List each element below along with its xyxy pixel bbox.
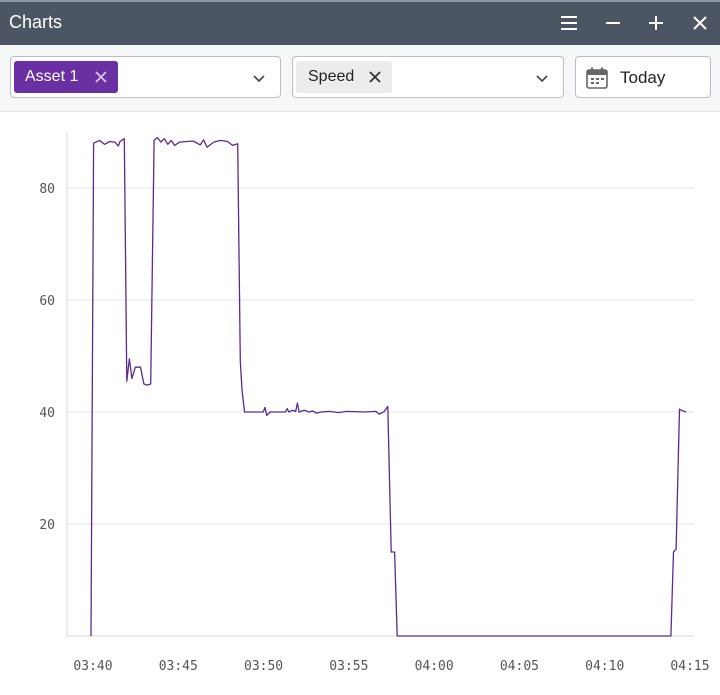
toolbar: Asset 1 Speed: [0, 45, 720, 112]
calendar-icon: [586, 67, 608, 89]
asset-chip-label: Asset 1: [25, 68, 79, 85]
y-tick-label: 80: [39, 182, 55, 197]
x-tick-label: 03:55: [329, 659, 368, 674]
maximize-icon: [649, 16, 663, 30]
chevron-down-icon[interactable]: [252, 71, 266, 85]
y-tick-label: 60: [39, 294, 55, 309]
metric-chip-label: Speed: [308, 68, 355, 85]
close-icon: [693, 16, 707, 30]
x-tick-label: 04:00: [415, 659, 454, 674]
chevron-down-icon[interactable]: [535, 71, 549, 85]
maximize-button[interactable]: [641, 8, 671, 38]
remove-metric-icon[interactable]: [368, 70, 382, 84]
menu-button[interactable]: [554, 8, 584, 38]
remove-asset-icon[interactable]: [94, 70, 108, 84]
date-range-button[interactable]: Today: [575, 56, 711, 98]
speed-chart[interactable]: 20 40 60 80 03:40 03:45 03:50 03:55 04:00 04:05 04…: [0, 112, 720, 695]
minimize-icon: [606, 22, 620, 24]
close-button[interactable]: [685, 8, 715, 38]
speed-series-line[interactable]: [90, 136, 687, 637]
x-tick-label: 04:10: [585, 659, 624, 674]
x-tick-label: 04:05: [500, 659, 539, 674]
chart-area[interactable]: 20 40 60 80 03:40 03:45 03:50 03:55 04:00 04:05 04…: [0, 112, 720, 695]
minimize-button[interactable]: [598, 8, 628, 38]
y-tick-label: 40: [39, 406, 55, 421]
window-title: Charts: [9, 12, 63, 32]
title-bar[interactable]: Charts: [0, 0, 720, 45]
menu-icon: [561, 16, 577, 30]
title-bar-strip: [0, 0, 720, 2]
x-tick-label: 03:45: [159, 659, 198, 674]
x-tick-label: 03:40: [73, 659, 112, 674]
y-tick-label: 20: [39, 518, 55, 533]
x-tick-label: 03:50: [244, 659, 283, 674]
date-range-label: Today: [620, 68, 666, 87]
metric-select[interactable]: Speed: [292, 56, 564, 98]
asset-chip: Asset 1: [14, 61, 118, 93]
x-tick-label: 04:15: [670, 659, 709, 674]
metric-chip: Speed: [296, 61, 392, 93]
asset-select[interactable]: Asset 1: [10, 56, 281, 98]
